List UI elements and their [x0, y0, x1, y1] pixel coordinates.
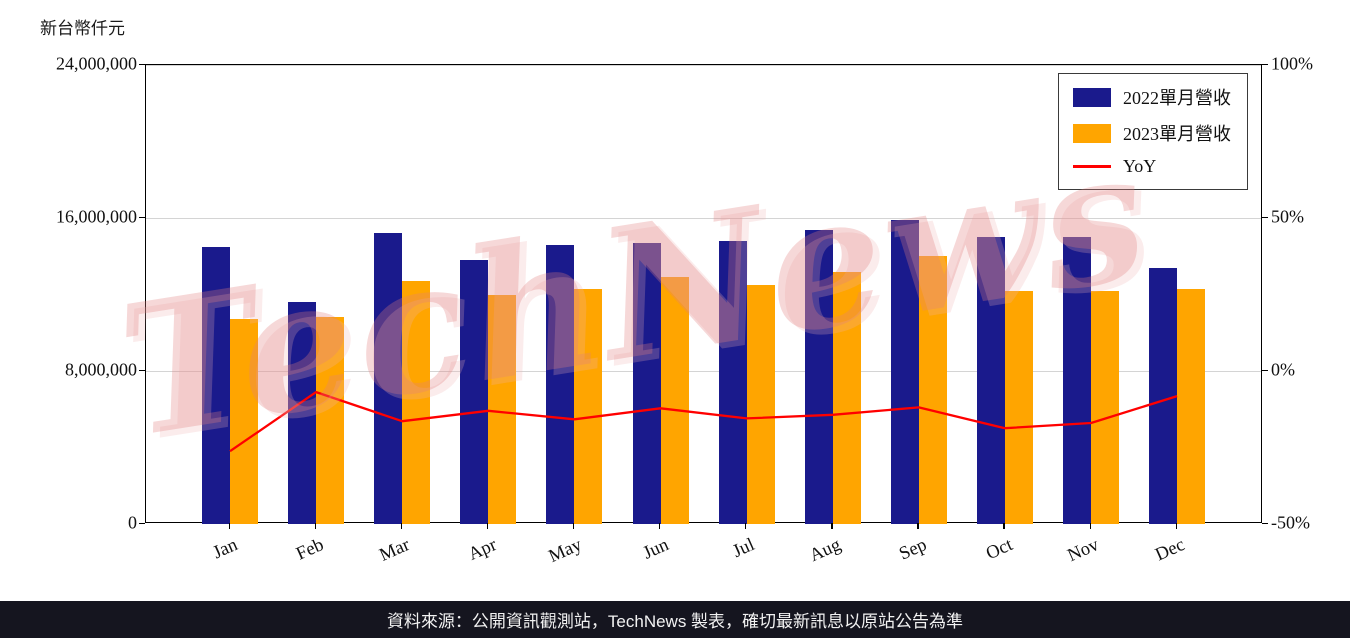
x-axis-tick-mark	[400, 523, 403, 529]
left-axis-tick-mark	[139, 522, 145, 524]
x-axis-label-Apr: Apr	[465, 535, 500, 565]
chart-canvas	[146, 65, 1261, 525]
left-axis-tick-mark	[139, 369, 145, 371]
left-axis-tick-label: 8,000,000	[65, 359, 137, 380]
gridline	[146, 218, 1261, 219]
bar-2023單月營收-Nov	[1091, 290, 1119, 524]
legend-swatch-icon	[1073, 87, 1111, 107]
right-axis-tick-mark	[1262, 369, 1268, 371]
x-axis-label-May: May	[546, 535, 586, 568]
right-axis-tick-label: -50%	[1271, 512, 1310, 533]
x-axis-tick-mark	[314, 523, 316, 529]
chart-legend: 2022單月營收 2023單月營收 YoY	[1058, 73, 1248, 190]
left-axis-tick-label: 0	[128, 512, 137, 533]
x-axis-tick-mark	[917, 523, 919, 529]
x-axis-tick-mark	[745, 523, 747, 529]
bar-2022單月營收-Sep	[890, 219, 919, 524]
bar-2022單月營收-Jun	[632, 242, 661, 524]
yoy-line	[229, 390, 1178, 453]
bar-2023單月營收-Jul	[746, 284, 775, 524]
footer-source-text: 資料來源：公開資訊觀測站，TechNews 製表，確切最新訊息以原站公告為準	[386, 612, 964, 631]
left-axis-tick-mark	[139, 63, 145, 65]
right-axis-tick-mark	[1262, 522, 1268, 524]
x-axis-label-Jun: Jun	[640, 535, 672, 564]
bar-2022單月營收-Mar	[374, 233, 403, 524]
right-axis-tick-label: 50%	[1271, 206, 1304, 227]
x-axis-tick-mark	[228, 523, 230, 529]
bar-2023單月營收-Sep	[918, 256, 947, 525]
chart-plot-area: 2022單月營收 2023單月營收 YoY	[145, 64, 1262, 525]
x-axis-label-Jul: Jul	[729, 535, 758, 563]
bar-2022單月營收-Oct	[976, 237, 1005, 524]
legend-item-series-1: 2023單月營收	[1073, 120, 1231, 146]
x-axis-label-Dec: Dec	[1152, 535, 1189, 566]
bar-2022單月營收-May	[546, 244, 575, 524]
x-axis-tick-mark	[1175, 523, 1177, 529]
right-axis-tick-mark	[1262, 216, 1268, 218]
x-axis-label-Jan: Jan	[210, 535, 242, 564]
x-axis-label-Feb: Feb	[293, 535, 328, 565]
bar-2023單月營收-Jun	[660, 277, 689, 524]
x-axis-label-Sep: Sep	[896, 535, 930, 565]
legend-label: 2023單月營收	[1123, 124, 1231, 144]
bar-2022單月營收-Jan	[202, 246, 230, 524]
bar-2023單月營收-Aug	[832, 271, 861, 524]
legend-label: 2022單月營收	[1123, 88, 1231, 108]
x-axis-label-Mar: Mar	[377, 535, 414, 566]
left-axis-tick-label: 16,000,000	[56, 206, 137, 227]
bar-2023單月營收-Mar	[402, 281, 431, 524]
x-axis-tick-mark	[486, 523, 489, 529]
right-axis-tick-label: 0%	[1271, 359, 1295, 380]
bar-2022單月營收-Apr	[460, 260, 489, 524]
bar-2023單月營收-Oct	[1004, 290, 1033, 524]
gridline	[146, 65, 1261, 66]
bar-2023單月營收-May	[574, 288, 603, 524]
x-axis-label-Nov: Nov	[1064, 535, 1103, 567]
x-axis-tick-mark	[1003, 523, 1005, 529]
right-axis-tick-mark	[1262, 63, 1268, 65]
yoy-line-layer	[229, 390, 1178, 453]
x-axis-label-Aug: Aug	[806, 535, 844, 567]
bar-2022單月營收-Dec	[1149, 267, 1178, 524]
bar-2022單月營收-Nov	[1063, 237, 1091, 524]
bar-2023單月營收-Dec	[1177, 288, 1206, 524]
x-axis-tick-mark	[572, 523, 575, 529]
y-axis-unit-label: 新台幣仟元	[40, 19, 125, 38]
bar-2022單月營收-Feb	[288, 302, 317, 524]
legend-label: YoY	[1123, 156, 1157, 176]
legend-item-yoy: YoY	[1073, 156, 1231, 177]
left-axis-tick-label: 24,000,000	[56, 53, 137, 74]
right-axis-tick-label: 100%	[1271, 53, 1313, 74]
legend-line-icon	[1073, 165, 1111, 168]
x-axis-tick-mark	[659, 523, 661, 529]
x-axis-label-Oct: Oct	[983, 535, 1017, 565]
legend-swatch-icon	[1073, 123, 1111, 143]
x-axis-tick-mark	[1089, 523, 1091, 529]
bar-2022單月營收-Aug	[804, 229, 833, 524]
bar-2023單月營收-Jan	[230, 319, 258, 524]
bar-2023單月營收-Apr	[488, 294, 517, 524]
x-axis-tick-mark	[831, 523, 833, 529]
bar-2023單月營收-Feb	[316, 317, 345, 524]
bar-2022單月營收-Jul	[718, 240, 747, 524]
legend-item-series-0: 2022單月營收	[1073, 84, 1231, 110]
gridline	[146, 371, 1261, 372]
footer-bar: 資料來源：公開資訊觀測站，TechNews 製表，確切最新訊息以原站公告為準	[0, 601, 1350, 638]
left-axis-tick-mark	[139, 216, 145, 218]
